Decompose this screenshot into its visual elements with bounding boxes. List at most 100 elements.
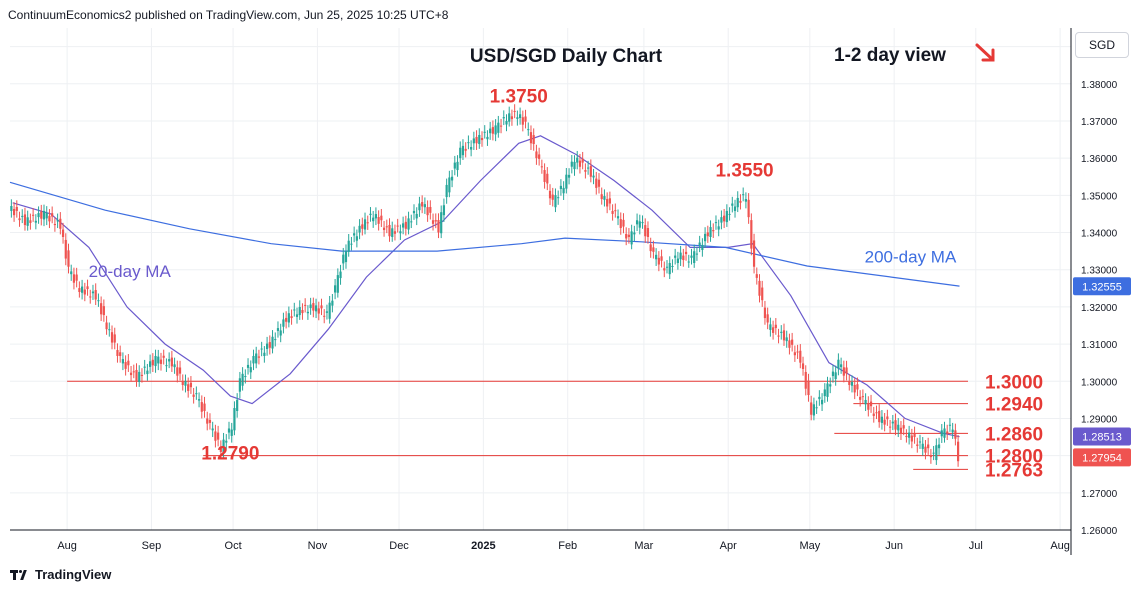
candle-body bbox=[415, 213, 418, 219]
candle-body bbox=[187, 384, 190, 391]
candle-body bbox=[173, 364, 176, 368]
candle-body bbox=[606, 199, 609, 207]
candle-body bbox=[217, 432, 220, 440]
candle-body bbox=[32, 214, 35, 216]
candle-body bbox=[581, 158, 584, 163]
candle-body bbox=[323, 315, 326, 317]
candle-body bbox=[282, 319, 285, 327]
candle-body bbox=[450, 176, 454, 181]
candle-body bbox=[902, 425, 905, 429]
candle-body bbox=[916, 444, 919, 446]
candle-body bbox=[608, 198, 611, 204]
candle-body bbox=[774, 324, 777, 329]
candle-body bbox=[954, 430, 957, 439]
x-tick-label: Oct bbox=[225, 540, 242, 552]
candle-body bbox=[290, 316, 293, 319]
currency-button[interactable]: SGD bbox=[1075, 32, 1129, 58]
y-tick-label: 1.35000 bbox=[1081, 191, 1118, 202]
candle-body bbox=[151, 359, 154, 366]
candle-body bbox=[766, 314, 769, 323]
candle-body bbox=[747, 199, 750, 218]
candle-body bbox=[663, 268, 666, 271]
candle-body bbox=[195, 393, 198, 395]
time-axis[interactable]: Aug Sep Oct Nov Dec 2025 Feb Mar Apr May Jun Jul Aug bbox=[57, 540, 1070, 552]
candle-body bbox=[467, 142, 470, 144]
candle-body bbox=[347, 240, 350, 252]
candle-body bbox=[434, 220, 437, 222]
tradingview-footer[interactable]: TradingView bbox=[10, 567, 111, 582]
candle-body bbox=[108, 329, 111, 331]
footer-brand: TradingView bbox=[35, 567, 112, 582]
candle-body bbox=[570, 161, 573, 167]
candle-body bbox=[638, 221, 641, 228]
candle-body bbox=[67, 250, 70, 267]
candle-body bbox=[616, 216, 620, 219]
candle-body bbox=[225, 440, 228, 443]
candle-body bbox=[489, 128, 492, 134]
candle-body bbox=[693, 251, 696, 264]
candle-body bbox=[793, 352, 796, 356]
candle-body bbox=[102, 306, 105, 316]
candle-body bbox=[943, 428, 946, 438]
candle-body bbox=[573, 161, 576, 170]
candle-body bbox=[34, 220, 37, 223]
y-tick-label: 1.27000 bbox=[1081, 489, 1118, 500]
candle-body bbox=[565, 174, 568, 189]
candle-body bbox=[864, 399, 867, 405]
candle-body bbox=[660, 256, 663, 261]
candle-body bbox=[461, 145, 465, 156]
ma20-line bbox=[12, 135, 960, 438]
level-label: 1.3000 bbox=[985, 372, 1043, 393]
candle-body bbox=[720, 217, 723, 223]
candle-body bbox=[222, 439, 225, 453]
candle-body bbox=[304, 304, 307, 306]
candle-body bbox=[744, 199, 747, 202]
candle-body bbox=[192, 394, 195, 397]
candle-body bbox=[812, 404, 816, 416]
candle-body bbox=[12, 208, 16, 216]
candle-body bbox=[385, 226, 388, 228]
candle-body bbox=[252, 355, 255, 364]
level-label: 1.2763 bbox=[985, 460, 1043, 481]
x-tick-label: May bbox=[799, 540, 820, 552]
price-tag-label: 1.28513 bbox=[1082, 432, 1122, 444]
candle-body bbox=[486, 136, 489, 140]
candle-body bbox=[437, 219, 440, 233]
candle-body bbox=[695, 253, 699, 255]
candle-body bbox=[393, 231, 397, 234]
candle-body bbox=[633, 232, 636, 235]
candle-body bbox=[181, 381, 184, 385]
candle-body bbox=[358, 225, 361, 233]
price-annotation: 1.3750 bbox=[490, 86, 548, 107]
candle-body bbox=[23, 214, 27, 226]
candle-body bbox=[363, 219, 367, 230]
price-annotation: 1.3550 bbox=[715, 161, 773, 182]
candle-body bbox=[80, 286, 84, 293]
candle-body bbox=[230, 429, 233, 436]
candle-body bbox=[527, 129, 530, 131]
candle-body bbox=[214, 431, 217, 441]
candle-body bbox=[178, 367, 182, 374]
publisher-attribution: ContinuumEconomics2 published on Trading… bbox=[8, 8, 449, 22]
candle-body bbox=[410, 221, 413, 223]
candle-body bbox=[325, 311, 329, 313]
candle-body bbox=[421, 202, 424, 207]
candle-body bbox=[937, 444, 941, 449]
candle-body bbox=[837, 359, 840, 369]
candle-body bbox=[733, 206, 737, 211]
candle-body bbox=[510, 116, 514, 120]
ma-label: 20-day MA bbox=[89, 262, 172, 281]
candle-body bbox=[540, 166, 543, 168]
candle-body bbox=[853, 384, 856, 393]
candle-body bbox=[100, 303, 103, 315]
candle-body bbox=[532, 135, 535, 145]
candle-body bbox=[149, 361, 152, 367]
candle-body bbox=[706, 232, 709, 237]
candle-body bbox=[551, 194, 554, 200]
candle-body bbox=[37, 213, 40, 218]
candle-body bbox=[263, 352, 266, 356]
candle-body bbox=[238, 378, 241, 392]
y-tick-label: 1.32000 bbox=[1081, 303, 1118, 314]
price-axis[interactable]: 1.390001.380001.370001.360001.350001.340… bbox=[1073, 43, 1131, 537]
